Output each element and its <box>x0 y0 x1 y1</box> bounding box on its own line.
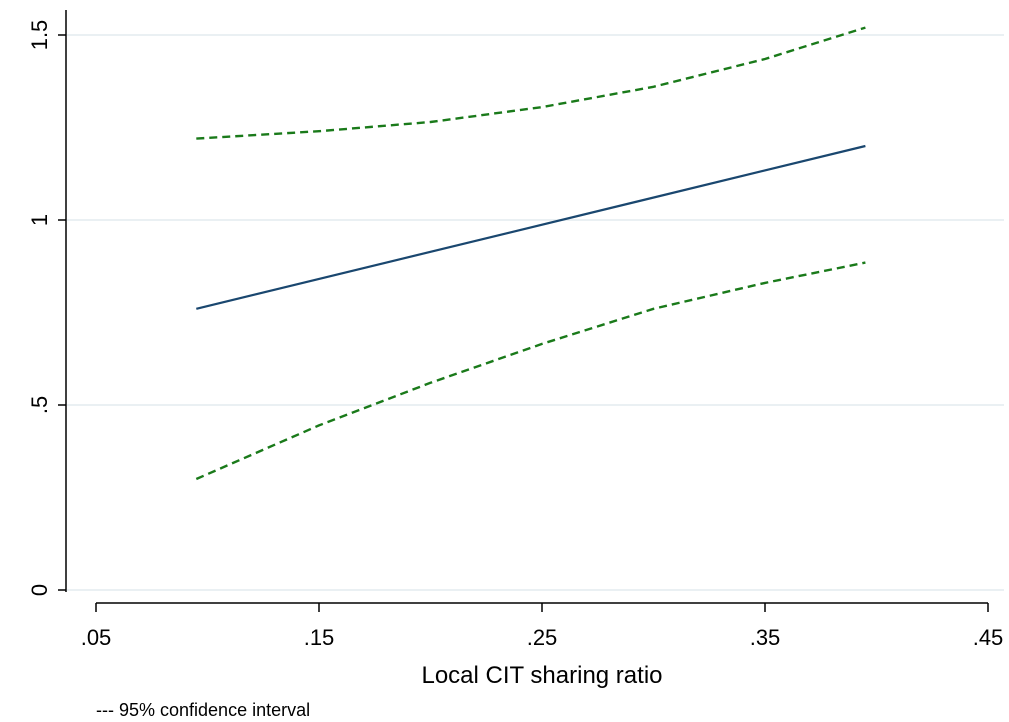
x-tick-label: .05 <box>81 625 112 650</box>
series-group <box>195 26 866 481</box>
x-axis-label: Local CIT sharing ratio <box>421 662 662 689</box>
chart-note: --- 95% confidence interval <box>96 700 310 720</box>
y-tick-label: .5 <box>27 396 52 414</box>
y-axis-ticks: 0 .5 1 1.5 <box>27 20 66 596</box>
x-axis-ticks: .05 .15 .25 .35 .45 <box>81 603 1004 650</box>
y-tick-label: 0 <box>27 584 52 596</box>
y-tick-label: 1 <box>27 214 52 226</box>
x-tick-label: .15 <box>304 625 335 650</box>
x-tick-label: .45 <box>973 625 1004 650</box>
series-line-upper-bound <box>196 26 866 140</box>
series-line-estimate <box>196 144 866 310</box>
x-tick-label: .25 <box>527 625 558 650</box>
y-tick-label: 1.5 <box>27 20 52 51</box>
x-tick-label: .35 <box>750 625 781 650</box>
gridlines <box>67 34 1004 591</box>
series-line-lower-bound <box>195 261 866 481</box>
